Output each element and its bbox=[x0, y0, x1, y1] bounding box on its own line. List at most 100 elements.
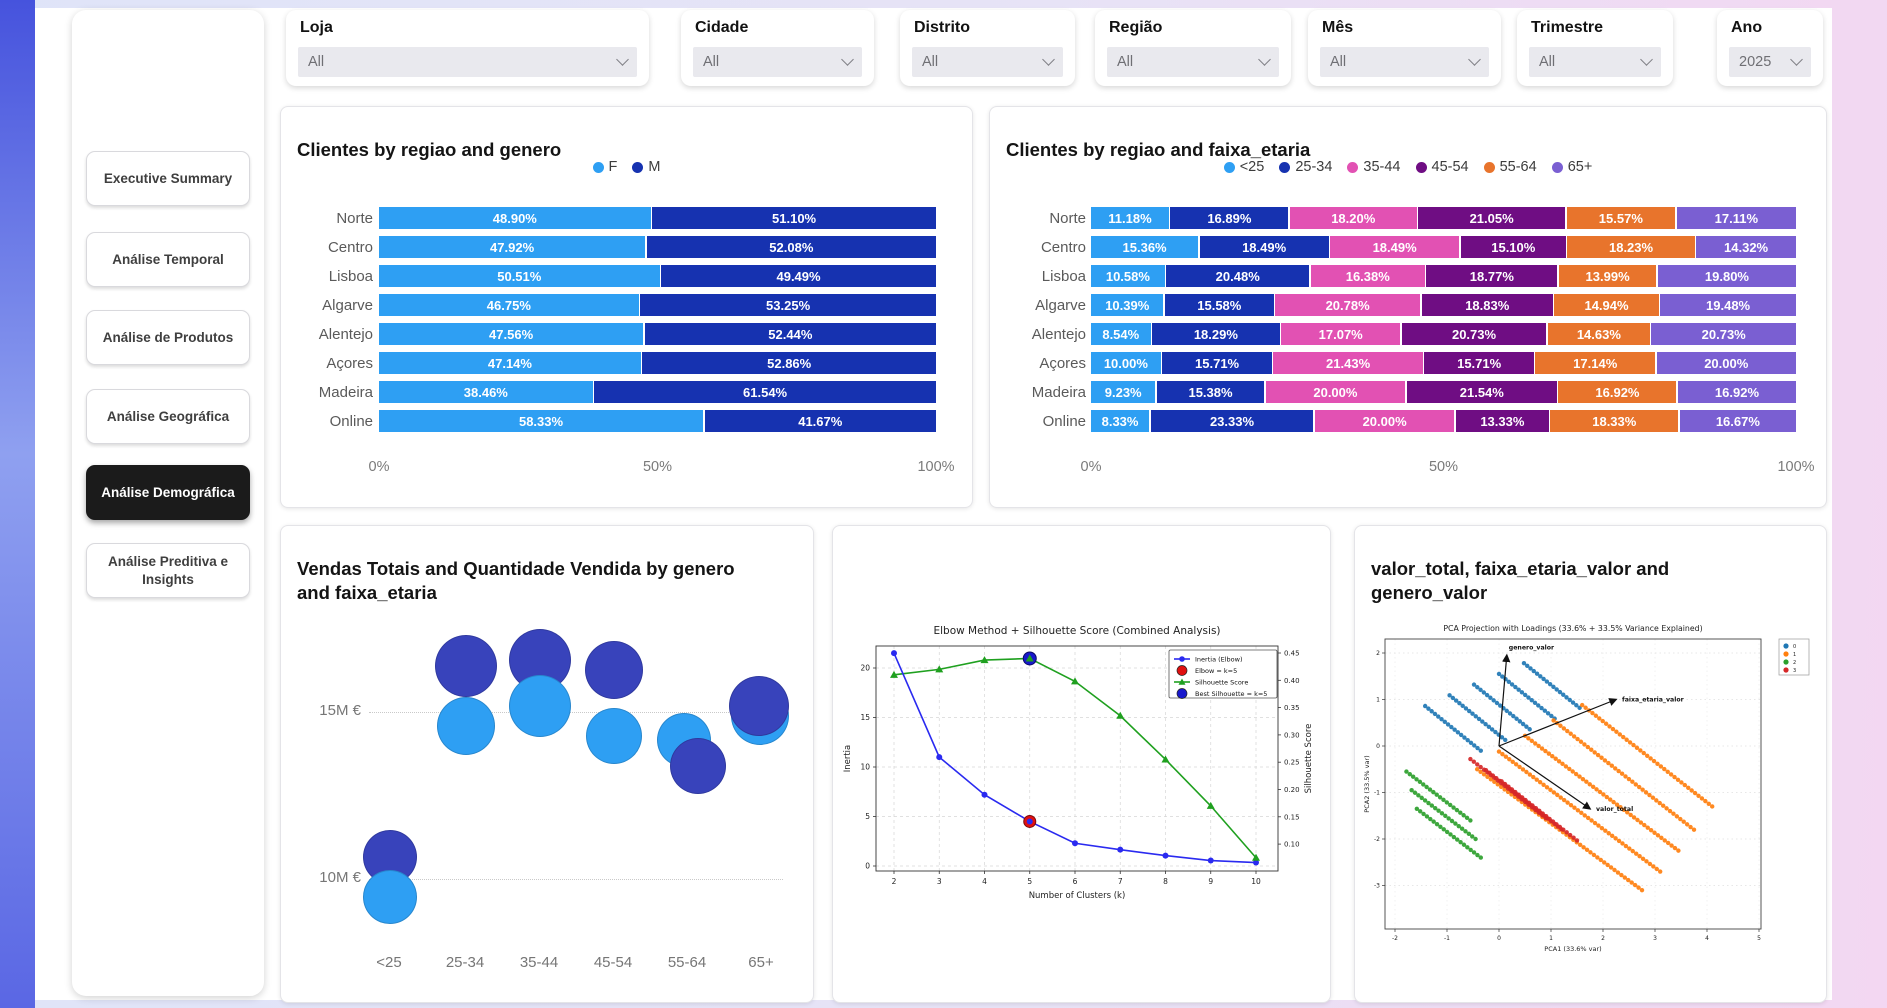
filter-dropdown-ano[interactable]: 2025 bbox=[1729, 47, 1811, 77]
bar-segment-<25[interactable]: 9.23% bbox=[1091, 381, 1156, 403]
bubble-m-2534[interactable] bbox=[435, 635, 497, 698]
bubble-m-65+[interactable] bbox=[729, 676, 789, 737]
sidebar-item-an-lise-de-produtos[interactable]: Análise de Produtos bbox=[86, 310, 250, 365]
bar-segment-F[interactable]: 38.46% bbox=[379, 381, 593, 403]
legend-item-2534[interactable]: 25-34 bbox=[1279, 159, 1332, 175]
bubble-f-4554[interactable] bbox=[586, 708, 642, 765]
bar-segment-4554[interactable]: 18.77% bbox=[1426, 265, 1558, 287]
bar-segment-5564[interactable]: 18.23% bbox=[1567, 236, 1695, 258]
bar-segment-4554[interactable]: 21.05% bbox=[1418, 207, 1566, 229]
bar-segment-65+[interactable]: 16.92% bbox=[1677, 381, 1796, 403]
legend-item-<25[interactable]: <25 bbox=[1223, 159, 1264, 175]
chart-card-faixa-etaria[interactable]: Clientes by regiao and faixa_etaria <25 2… bbox=[989, 106, 1827, 508]
bar-segment-3544[interactable]: 20.00% bbox=[1265, 381, 1406, 403]
filter-dropdown-distrito[interactable]: All bbox=[912, 47, 1063, 77]
bar-segment-F[interactable]: 58.33% bbox=[379, 410, 704, 432]
sidebar-item-executive-summary[interactable]: Executive Summary bbox=[86, 151, 250, 206]
bar-segment-M[interactable]: 49.49% bbox=[661, 265, 936, 287]
bar-segment-65+[interactable]: 20.73% bbox=[1651, 323, 1796, 345]
sidebar-item-an-lise-temporal[interactable]: Análise Temporal bbox=[86, 232, 250, 287]
bar-segment-3544[interactable]: 21.43% bbox=[1273, 352, 1423, 374]
chart-card-bubble[interactable]: Vendas Totais and Quantidade Vendida by … bbox=[280, 525, 814, 1003]
sidebar-item-an-lise-preditiva-e-insights[interactable]: Análise Preditiva e Insights bbox=[86, 543, 250, 598]
sidebar-item-an-lise-geogr-fica[interactable]: Análise Geográfica bbox=[86, 389, 250, 444]
bar-segment-4554[interactable]: 18.83% bbox=[1421, 294, 1553, 316]
bar-segment-M[interactable]: 41.67% bbox=[704, 410, 936, 432]
bar-segment-3544[interactable]: 18.20% bbox=[1289, 207, 1417, 229]
filter-dropdown-região[interactable]: All bbox=[1107, 47, 1279, 77]
plot-text: Silhouette Score bbox=[1195, 678, 1248, 686]
filter-dropdown-cidade[interactable]: All bbox=[693, 47, 862, 77]
bar-segment-M[interactable]: 53.25% bbox=[640, 294, 936, 316]
bar-segment-<25[interactable]: 10.58% bbox=[1091, 265, 1165, 287]
bar-segment-65+[interactable]: 16.67% bbox=[1679, 410, 1796, 432]
bar-segment-2534[interactable]: 20.48% bbox=[1166, 265, 1310, 287]
bar-segment-4554[interactable]: 13.33% bbox=[1455, 410, 1549, 432]
bar-segment-5564[interactable]: 13.99% bbox=[1558, 265, 1657, 287]
bar-segment-2534[interactable]: 15.38% bbox=[1156, 381, 1265, 403]
bar-segment-2534[interactable]: 18.29% bbox=[1152, 323, 1280, 345]
filter-dropdown-mês[interactable]: All bbox=[1320, 47, 1489, 77]
bar-segment-65+[interactable]: 19.48% bbox=[1660, 294, 1796, 316]
bar-segment-3544[interactable]: 16.38% bbox=[1310, 265, 1425, 287]
bar-segment-65+[interactable]: 17.11% bbox=[1676, 207, 1796, 229]
bar-segment-65+[interactable]: 19.80% bbox=[1657, 265, 1796, 287]
bar-segment-<25[interactable]: 15.36% bbox=[1091, 236, 1199, 258]
chart-card-elbow[interactable]: Elbow Method + Silhouette Score (Combine… bbox=[832, 525, 1331, 1003]
bar-segment-M[interactable]: 51.10% bbox=[652, 207, 936, 229]
bar-segment-3544[interactable]: 20.00% bbox=[1314, 410, 1455, 432]
legend-item-3544[interactable]: 35-44 bbox=[1347, 159, 1401, 175]
bar-segment-M[interactable]: 61.54% bbox=[594, 381, 936, 403]
bar-segment-<25[interactable]: 11.18% bbox=[1091, 207, 1169, 229]
bar-segment-65+[interactable]: 20.00% bbox=[1656, 352, 1797, 374]
sidebar-item-an-lise-demogr-fica[interactable]: Análise Demográfica bbox=[86, 465, 250, 520]
chart-card-pca[interactable]: valor_total, faixa_etaria_valor and gene… bbox=[1354, 525, 1827, 1003]
bubble-m-4554[interactable] bbox=[585, 640, 643, 699]
bar-segment-4554[interactable]: 15.10% bbox=[1460, 236, 1566, 258]
legend-item-5564[interactable]: 55-64 bbox=[1483, 159, 1537, 175]
bar-segment-2534[interactable]: 18.49% bbox=[1199, 236, 1329, 258]
bar-segment-<25[interactable]: 10.00% bbox=[1091, 352, 1161, 374]
legend-item-M[interactable]: M bbox=[632, 159, 660, 175]
bar-segment-M[interactable]: 52.86% bbox=[642, 352, 936, 374]
bar-segment-F[interactable]: 47.92% bbox=[379, 236, 646, 258]
bar-segment-5564[interactable]: 16.92% bbox=[1558, 381, 1677, 403]
bar-segment-3544[interactable]: 20.78% bbox=[1275, 294, 1421, 316]
bar-segment-<25[interactable]: 8.54% bbox=[1091, 323, 1151, 345]
bar-segment-5564[interactable]: 17.14% bbox=[1535, 352, 1655, 374]
bubble-m-5564[interactable] bbox=[670, 738, 726, 795]
bar-segment-3544[interactable]: 17.07% bbox=[1281, 323, 1401, 345]
bar-segment-5564[interactable]: 14.94% bbox=[1554, 294, 1659, 316]
bar-segment-4554[interactable]: 21.54% bbox=[1406, 381, 1557, 403]
legend-item-65+[interactable]: 65+ bbox=[1551, 159, 1592, 175]
bubble-f-3544[interactable] bbox=[509, 675, 571, 738]
bar-segment-4554[interactable]: 20.73% bbox=[1401, 323, 1547, 345]
bar-segment-<25[interactable]: 8.33% bbox=[1091, 410, 1150, 432]
legend-item-F[interactable]: F bbox=[592, 159, 617, 175]
bar-segment-F[interactable]: 47.56% bbox=[379, 323, 644, 345]
bar-segment-4554[interactable]: 15.71% bbox=[1424, 352, 1534, 374]
bar-segment-5564[interactable]: 15.57% bbox=[1566, 207, 1676, 229]
bar-segment-F[interactable]: 48.90% bbox=[379, 207, 651, 229]
bubble-f-2534[interactable] bbox=[437, 697, 495, 756]
bar-segment-5564[interactable]: 14.63% bbox=[1547, 323, 1650, 345]
bar-segment-65+[interactable]: 14.32% bbox=[1696, 236, 1797, 258]
bubble-f-<25[interactable] bbox=[363, 869, 417, 924]
bar-segment-F[interactable]: 46.75% bbox=[379, 294, 639, 316]
bar-segment-F[interactable]: 47.14% bbox=[379, 352, 641, 374]
bar-segment-F[interactable]: 50.51% bbox=[379, 265, 660, 287]
filter-dropdown-loja[interactable]: All bbox=[298, 47, 637, 77]
filter-dropdown-trimestre[interactable]: All bbox=[1529, 47, 1661, 77]
bar-segment-5564[interactable]: 18.33% bbox=[1550, 410, 1679, 432]
plot-text: genero_valor bbox=[1509, 644, 1555, 651]
bar-segment-M[interactable]: 52.08% bbox=[646, 236, 936, 258]
bar-segment-2534[interactable]: 23.33% bbox=[1150, 410, 1314, 432]
bar-segment-M[interactable]: 52.44% bbox=[644, 323, 936, 345]
bar-segment-<25[interactable]: 10.39% bbox=[1091, 294, 1164, 316]
bar-segment-3544[interactable]: 18.49% bbox=[1330, 236, 1460, 258]
bar-segment-2534[interactable]: 15.58% bbox=[1164, 294, 1274, 316]
bar-segment-2534[interactable]: 16.89% bbox=[1170, 207, 1289, 229]
legend-item-4554[interactable]: 45-54 bbox=[1415, 159, 1469, 175]
bar-segment-2534[interactable]: 15.71% bbox=[1162, 352, 1272, 374]
